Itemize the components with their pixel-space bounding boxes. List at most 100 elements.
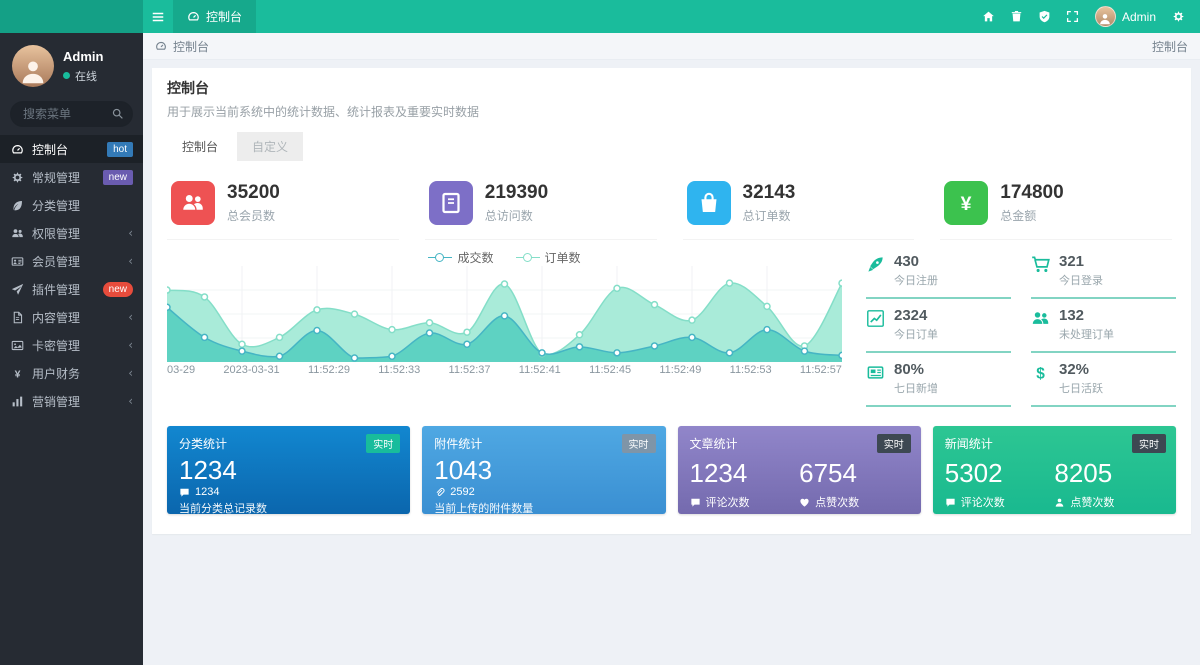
summary-card-news: 新闻统计 实时 5302 评论次数 8205 点赞次数: [932, 426, 1176, 514]
user-panel: Admin 在线: [0, 33, 143, 97]
hot-badge: hot: [107, 141, 133, 157]
search-input[interactable]: [10, 101, 133, 127]
image-icon: [10, 339, 24, 352]
legend-item-orders[interactable]: 订单数: [515, 249, 581, 266]
dashboard-panel: 控制台 用于展示当前系统中的统计数据、统计报表及重要实时数据 控制台 自定义 3…: [152, 68, 1191, 534]
clear-cache-icon[interactable]: [1003, 0, 1031, 33]
sidebar-item-label: 会员管理: [32, 254, 81, 269]
sidebar-item-label: 分类管理: [32, 198, 81, 213]
yen-icon: ¥: [10, 367, 24, 380]
home-icon[interactable]: [975, 0, 1003, 33]
users-icon: [1031, 309, 1050, 328]
middle-row: 成交数 订单数 03-29 2023-03-31 11:52:29 11:52:…: [167, 248, 1176, 410]
stat-value: 219390: [484, 182, 549, 203]
summary-card-category: 分类统计 实时 1234 1234 当前分类总记录数: [167, 426, 411, 515]
stat-cards-row: 35200 总会员数 219390 总访问数 32143 总订单数 ¥ 174: [167, 173, 1176, 240]
panel-tabs: 控制台 自定义: [167, 132, 1176, 161]
quick-stat-logins: 321 今日登录: [1031, 248, 1176, 299]
yen-icon: ¥: [944, 181, 989, 225]
sidebar-item-finance[interactable]: ¥ 用户财务 ‹: [0, 359, 143, 387]
online-dot-icon: [63, 72, 70, 79]
stat-value: 35200: [227, 182, 280, 203]
realtime-badge: 实时: [621, 434, 656, 453]
tab-custom[interactable]: 自定义: [237, 132, 304, 161]
stat-label: 总金额: [1000, 209, 1037, 223]
legend-label: 成交数: [457, 250, 494, 265]
sidebar-item-label: 用户财务: [32, 366, 81, 381]
user-status: 在线: [63, 68, 103, 84]
user-status-label: 在线: [75, 70, 97, 83]
breadcrumb-right[interactable]: 控制台: [1151, 39, 1188, 54]
sidebar-item-label: 营销管理: [32, 394, 81, 409]
nav-tab-label: 控制台: [206, 10, 243, 24]
dollar-icon: $: [1031, 363, 1050, 382]
navbar-right: Admin: [975, 0, 1200, 33]
sidebar-item-label: 卡密管理: [32, 338, 81, 353]
users-icon: [171, 181, 215, 225]
sidebar-item-marketing[interactable]: 营销管理 ‹: [0, 387, 143, 415]
sidebar-item-member[interactable]: 会员管理 ‹: [0, 247, 143, 275]
tab-dashboard[interactable]: 控制台: [167, 132, 234, 161]
dashboard-icon: [155, 40, 167, 52]
summary-card-attachments: 附件统计 实时 1043 2592 当前上传的附件数量: [422, 426, 666, 515]
legend-marker-icon: [515, 252, 540, 262]
check-update-icon[interactable]: [1031, 0, 1059, 33]
users-icon: [10, 227, 24, 240]
chart-area: 成交数 订单数 03-29 2023-03-31 11:52:29 11:52:…: [167, 248, 842, 410]
chevron-left-icon: ‹: [128, 338, 133, 352]
dashboard-icon: [187, 10, 200, 23]
newspaper-icon: [866, 363, 885, 382]
settings-gear-icon[interactable]: [1164, 0, 1192, 33]
book-icon: [428, 181, 473, 225]
area-chart: [167, 266, 842, 362]
sidebar-item-label: 插件管理: [32, 282, 81, 297]
sidebar-item-content[interactable]: 内容管理 ‹: [0, 303, 143, 331]
comment-icon: [690, 497, 701, 508]
navbar-username[interactable]: Admin: [1121, 9, 1156, 24]
summary-cards-row: 分类统计 实时 1234 1234 当前分类总记录数 附件统计 实时 1043: [167, 426, 1176, 515]
user-icon: [1054, 497, 1065, 508]
sidebar-item-label: 控制台: [32, 142, 69, 157]
navbar-avatar[interactable]: [1094, 6, 1116, 27]
quick-stat-orders: 2324 今日订单: [866, 302, 1011, 353]
id-card-icon: [10, 255, 24, 268]
quick-stats: 430 今日注册 321 今日登录 2324 今日订单: [842, 248, 1176, 410]
breadcrumb-label: 控制台: [173, 39, 210, 54]
page-description: 用于展示当前系统中的统计数据、统计报表及重要实时数据: [167, 105, 480, 119]
paperclip-icon: [434, 487, 445, 498]
legend-item-deals[interactable]: 成交数: [428, 249, 494, 266]
cogs-icon: [10, 171, 24, 184]
legend-marker-icon: [428, 252, 453, 262]
search-icon[interactable]: [111, 107, 124, 120]
user-avatar[interactable]: [12, 45, 54, 87]
sidebar-item-addon[interactable]: 插件管理 new: [0, 275, 143, 303]
quick-stat-weekly-new: 80% 七日新增: [866, 356, 1011, 407]
paper-plane-icon: [10, 283, 24, 296]
hamburger-icon[interactable]: [143, 0, 173, 33]
new-badge: new: [102, 169, 133, 185]
chart-legend: 成交数 订单数: [167, 248, 842, 266]
main-content: 控制台 控制台 控制台 用于展示当前系统中的统计数据、统计报表及重要实时数据 控…: [143, 33, 1200, 665]
breadcrumb-left[interactable]: 控制台: [155, 38, 209, 55]
summary-card-articles: 文章统计 实时 1234 评论次数 6754 点赞次数: [677, 426, 921, 514]
svg-text:¥: ¥: [14, 368, 20, 380]
sidebar-item-dashboard[interactable]: 控制台 hot: [0, 135, 143, 163]
nav-tab-dashboard[interactable]: 控制台: [173, 0, 257, 33]
realtime-badge: 实时: [876, 434, 911, 453]
stat-card-visits: 219390 总访问数: [424, 173, 657, 240]
legend-label: 订单数: [544, 250, 581, 265]
realtime-badge: 实时: [366, 434, 401, 453]
sidebar-item-category[interactable]: 分类管理: [0, 191, 143, 219]
chart-x-axis: 03-29 2023-03-31 11:52:29 11:52:33 11:52…: [167, 364, 842, 376]
sidebar-item-general[interactable]: 常规管理 new: [0, 163, 143, 191]
fullscreen-icon[interactable]: [1059, 0, 1087, 33]
sidebar-menu: 控制台 hot 常规管理 new 分类管理 权限管理 ‹: [0, 135, 143, 415]
sidebar-item-label: 内容管理: [32, 310, 81, 325]
chevron-left-icon: ‹: [128, 394, 133, 408]
sidebar-item-auth[interactable]: 权限管理 ‹: [0, 219, 143, 247]
shopping-bag-icon: [686, 181, 731, 225]
sidebar-item-cardkey[interactable]: 卡密管理 ‹: [0, 331, 143, 359]
quick-stat-weekly-active: $ 32% 七日活跃: [1031, 356, 1176, 407]
dashboard-icon: [10, 143, 24, 156]
